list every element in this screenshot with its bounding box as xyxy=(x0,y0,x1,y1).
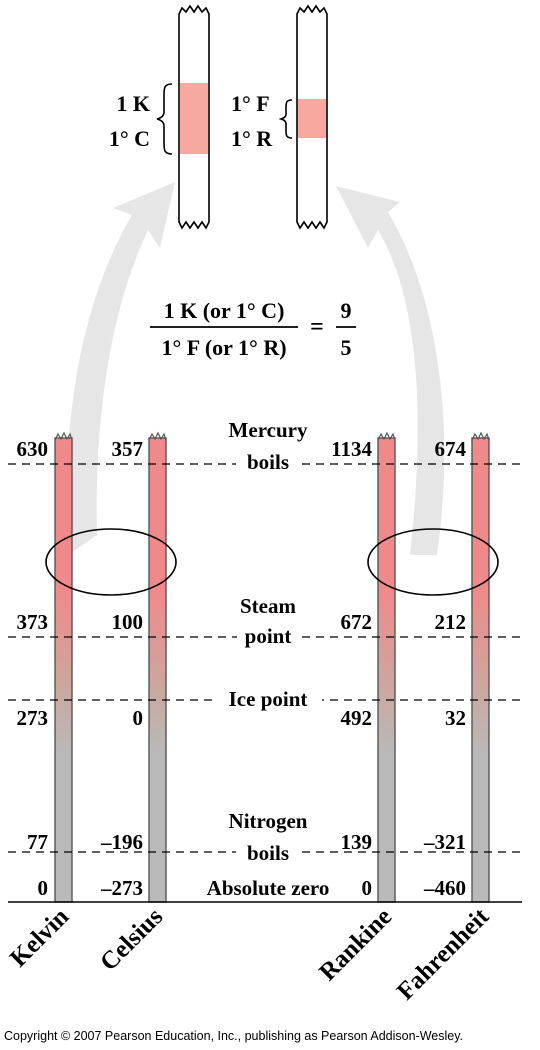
rankine-value: 672 xyxy=(341,610,373,634)
rankine-value: 492 xyxy=(341,706,373,730)
ratio-value-denominator: 5 xyxy=(341,335,352,360)
celsius-value: 357 xyxy=(112,437,144,461)
ratio-value-numerator: 9 xyxy=(341,298,352,323)
fahrenheit-value: 32 xyxy=(445,706,466,730)
one-fahrenheit-band xyxy=(298,99,326,138)
kelvin-tube xyxy=(54,431,73,903)
kelvin-value: 373 xyxy=(17,610,49,634)
celsius-value: –273 xyxy=(100,876,143,900)
left-brace xyxy=(156,83,173,155)
inset-label-celsius: 1° C xyxy=(109,126,150,151)
rankine-tube xyxy=(377,431,396,903)
mercury-boils-label-1: Mercury xyxy=(229,418,308,442)
rankine-value: 1134 xyxy=(331,437,372,461)
right-brace xyxy=(278,99,293,139)
fahrenheit-tube xyxy=(471,431,490,903)
kelvin-value: 630 xyxy=(17,437,49,461)
inset-label-fahrenheit: 1° F xyxy=(231,91,270,116)
left-curved-arrow xyxy=(66,182,175,555)
fahrenheit-value: 674 xyxy=(435,437,467,461)
celsius-value: –196 xyxy=(100,830,143,854)
left-pair-ellipse xyxy=(45,528,177,596)
kelvin-value: 273 xyxy=(17,706,49,730)
degree-ratio-formula: 1 K (or 1° C) 1° F (or 1° R) = 9 5 xyxy=(150,298,356,360)
fahrenheit-value: –321 xyxy=(423,830,466,854)
scale-name-celsius: Celsius xyxy=(95,903,168,976)
ice-point-label: Ice point xyxy=(229,687,308,711)
inset-label-rankine: 1° R xyxy=(231,126,273,151)
inset-kelvin-celsius-tube xyxy=(178,4,210,230)
right-pair-ellipse xyxy=(367,528,499,596)
mercury-boils-label-2: boils xyxy=(247,450,289,474)
fahrenheit-value: 212 xyxy=(435,610,467,634)
kelvin-value: 77 xyxy=(27,830,48,854)
fahrenheit-value: –460 xyxy=(423,876,466,900)
inset-fahrenheit-rankine-tube xyxy=(296,4,328,230)
one-kelvin-band xyxy=(180,83,208,154)
steam-point-label-2: point xyxy=(245,624,292,648)
kelvin-value: 0 xyxy=(38,876,49,900)
ratio-numerator: 1 K (or 1° C) xyxy=(164,298,285,323)
inset-label-kelvin: 1 K xyxy=(116,91,150,116)
scale-name-rankine: Rankine xyxy=(314,903,397,986)
celsius-value: 100 xyxy=(112,610,144,634)
rankine-value: 0 xyxy=(362,876,373,900)
scale-name-fahrenheit: Fahrenheit xyxy=(392,903,495,1006)
steam-point-label-1: Steam xyxy=(240,594,296,618)
nitrogen-boils-label-1: Nitrogen xyxy=(229,809,308,833)
scale-name-kelvin: Kelvin xyxy=(5,903,74,972)
celsius-value: 0 xyxy=(133,706,144,730)
copyright-notice: Copyright © 2007 Pearson Education, Inc.… xyxy=(4,1029,463,1043)
celsius-tube xyxy=(148,431,167,903)
rankine-value: 139 xyxy=(341,830,373,854)
nitrogen-boils-label-2: boils xyxy=(247,841,289,865)
ratio-equals: = xyxy=(310,314,324,340)
right-curved-arrow xyxy=(336,186,445,555)
ratio-denominator: 1° F (or 1° R) xyxy=(161,335,286,360)
absolute-zero-label: Absolute zero xyxy=(207,876,330,900)
